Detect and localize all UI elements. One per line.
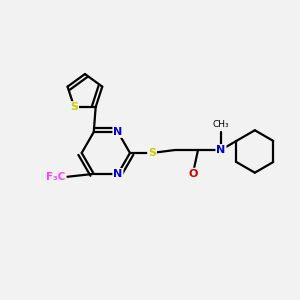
Text: N: N <box>113 127 122 137</box>
Text: S: S <box>70 102 78 112</box>
Text: N: N <box>216 145 226 155</box>
Text: N: N <box>113 169 122 179</box>
Text: O: O <box>189 169 198 178</box>
Text: CH₃: CH₃ <box>213 120 229 129</box>
Text: S: S <box>148 148 156 158</box>
Text: F₃C: F₃C <box>46 172 66 182</box>
